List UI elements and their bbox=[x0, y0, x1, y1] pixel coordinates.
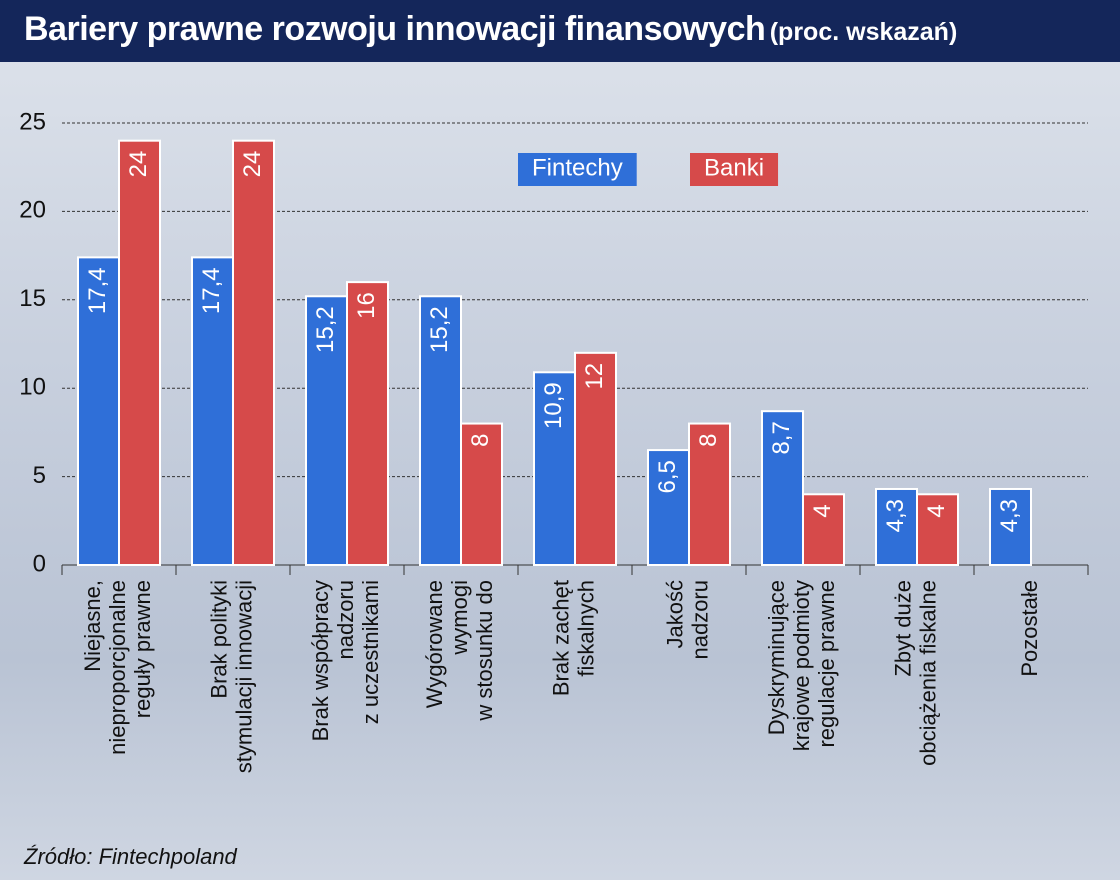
x-tick-label: z uczestnikami bbox=[358, 580, 383, 724]
value-label: 4 bbox=[923, 504, 950, 517]
x-tick-label: w stosunku do bbox=[472, 580, 497, 722]
x-tick-label: Zbyt duże bbox=[890, 580, 915, 677]
value-label: 8 bbox=[695, 434, 722, 447]
value-label: 4,3 bbox=[996, 499, 1023, 532]
value-label: 12 bbox=[581, 363, 608, 390]
bar bbox=[460, 422, 503, 566]
bar bbox=[989, 487, 1032, 567]
x-tick-label: fiskalnych bbox=[573, 580, 598, 677]
x-tick-label: Brak zachęt bbox=[548, 580, 573, 696]
bar bbox=[688, 422, 731, 566]
bar bbox=[574, 351, 617, 566]
bar bbox=[802, 493, 845, 566]
source: Źródło: Fintechpoland bbox=[23, 844, 238, 869]
x-tick-label: stymulacji innowacji bbox=[231, 580, 256, 773]
value-label: 4 bbox=[809, 504, 836, 517]
x-tick-label: nadzoru bbox=[333, 580, 358, 660]
x-tick-label: Pozostałe bbox=[1017, 580, 1042, 677]
value-label: 24 bbox=[125, 151, 152, 178]
legend-label: Fintechy bbox=[532, 154, 623, 181]
bar bbox=[875, 487, 918, 567]
bar bbox=[118, 139, 161, 566]
y-tick-label: 5 bbox=[33, 462, 46, 489]
y-tick-label: 20 bbox=[19, 197, 46, 224]
legend-box bbox=[690, 153, 779, 186]
value-label: 10,9 bbox=[540, 382, 567, 429]
chart-title: Bariery prawne rozwoju innowacji finanso… bbox=[24, 10, 766, 48]
value-label: 17,4 bbox=[198, 267, 225, 314]
value-label: 8,7 bbox=[768, 421, 795, 454]
bar bbox=[346, 281, 389, 566]
title-bar: Bariery prawne rozwoju innowacji finanso… bbox=[0, 0, 1120, 62]
bar bbox=[916, 493, 959, 566]
x-tick-label: Wygórowane bbox=[422, 580, 447, 708]
value-label: 8 bbox=[467, 434, 494, 447]
bar bbox=[533, 371, 576, 566]
value-label: 24 bbox=[239, 151, 266, 178]
y-tick-label: 25 bbox=[19, 108, 46, 135]
value-label: 15,2 bbox=[312, 306, 339, 353]
value-label: 15,2 bbox=[426, 306, 453, 353]
bar bbox=[761, 410, 804, 566]
value-label: 17,4 bbox=[84, 267, 111, 314]
x-tick-label: Jakość bbox=[662, 580, 687, 648]
x-tick-label: krajowe podmioty bbox=[789, 580, 814, 751]
x-tick-label: nieproporcjonalne bbox=[105, 580, 130, 755]
x-tick-label: nadzoru bbox=[687, 580, 712, 660]
bar bbox=[77, 256, 120, 566]
x-tick-label: wymogi bbox=[447, 580, 472, 656]
value-label: 6,5 bbox=[654, 460, 681, 493]
bar bbox=[305, 295, 348, 566]
y-tick-label: 10 bbox=[19, 374, 46, 401]
bar bbox=[191, 256, 234, 566]
x-tick-label: regulacje prawne bbox=[814, 580, 839, 748]
x-tick-label: reguły prawne bbox=[130, 580, 155, 718]
bar bbox=[232, 139, 275, 566]
value-label: 16 bbox=[353, 292, 380, 319]
x-tick-label: Dyskryminujące bbox=[764, 580, 789, 735]
legend-label: Banki bbox=[704, 154, 764, 181]
x-tick-label: Brak polityki bbox=[206, 580, 231, 699]
x-tick-label: Niejasne, bbox=[80, 580, 105, 672]
bar bbox=[647, 449, 690, 566]
x-tick-label: obciążenia fiskalne bbox=[915, 580, 940, 766]
x-tick-label: Brak współpracy bbox=[308, 580, 333, 741]
chart-subtitle: (proc. wskazań) bbox=[769, 18, 958, 46]
legend-box bbox=[518, 153, 637, 186]
y-tick-label: 15 bbox=[19, 285, 46, 312]
y-tick-label: 0 bbox=[33, 550, 46, 577]
value-label: 4,3 bbox=[882, 499, 909, 532]
